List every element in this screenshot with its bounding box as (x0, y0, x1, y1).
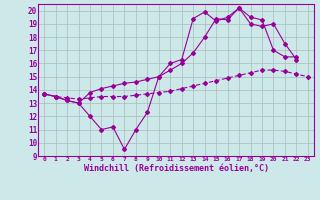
X-axis label: Windchill (Refroidissement éolien,°C): Windchill (Refroidissement éolien,°C) (84, 164, 268, 173)
